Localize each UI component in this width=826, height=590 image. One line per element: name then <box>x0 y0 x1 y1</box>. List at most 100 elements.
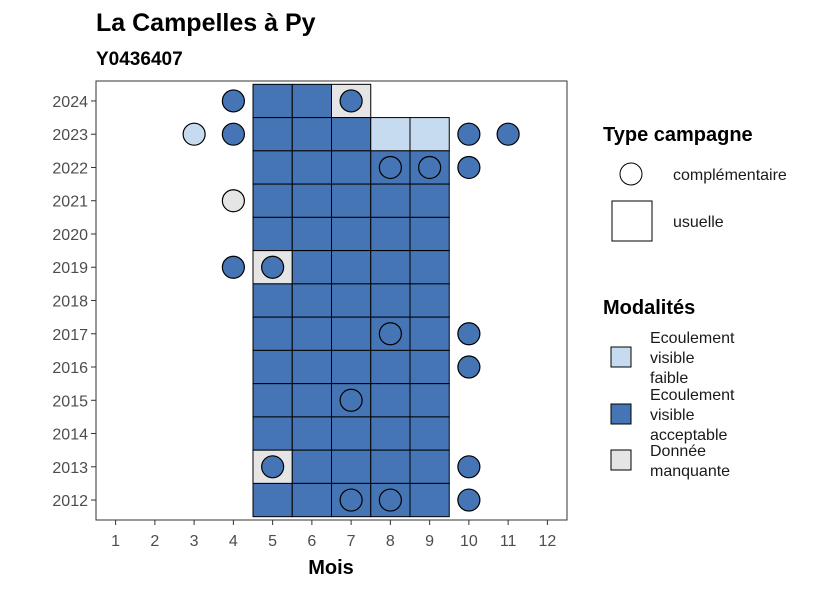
tile-2018-5 <box>252 283 293 318</box>
tile-2018-7 <box>331 283 372 318</box>
tile-2024-6 <box>291 83 332 119</box>
legend-modalite-label: Ecoulement <box>650 387 735 404</box>
tile-2018-9 <box>409 283 450 318</box>
x-tick-label: 11 <box>500 533 517 550</box>
tile-2020-6 <box>291 216 332 252</box>
y-tick-label: 2019 <box>52 260 88 277</box>
tile-2017-6 <box>291 316 332 351</box>
tile-2023-9 <box>409 117 450 152</box>
tile-2016-6 <box>291 349 332 385</box>
point-2013-10 <box>457 455 481 479</box>
tile-2019-8 <box>370 250 411 285</box>
tile-2018-8 <box>370 283 411 318</box>
chart-subtitle: Y0436407 <box>96 49 183 70</box>
point-2023-3 <box>182 122 206 146</box>
y-tick-label: 2014 <box>52 427 88 444</box>
tile-2016-7 <box>331 349 372 385</box>
tile-2024-5 <box>252 83 293 119</box>
chart-title: La Campelles à Py <box>96 9 316 37</box>
tile-2019-7 <box>331 250 372 285</box>
y-tick-label: 2023 <box>52 127 88 144</box>
x-tick-label: 8 <box>386 533 395 550</box>
point-2017-10 <box>457 322 481 346</box>
point-2015-7 <box>339 388 363 412</box>
point-2023-4 <box>221 122 245 146</box>
legend-modalites: Modalités EcoulementvisiblefaibleEcoulem… <box>603 297 735 480</box>
x-axis: 1 2 3 4 5 6 7 8 9 10 11 12 <box>111 520 556 550</box>
point-2022-10 <box>457 155 481 180</box>
point-2024-7 <box>339 89 363 113</box>
tile-2020-9 <box>409 216 450 252</box>
tile-2021-8 <box>370 183 411 218</box>
tile-2019-6 <box>291 250 332 285</box>
y-tick-label: 2018 <box>52 294 88 311</box>
legend-modalite-key <box>610 449 632 471</box>
tile-2013-7 <box>331 449 372 484</box>
tile-2015-8 <box>370 383 411 418</box>
tile-2012-5 <box>252 482 293 518</box>
legend-modalite-label: manquante <box>650 463 730 480</box>
x-tick-label: 10 <box>460 533 478 550</box>
x-tick-label: 6 <box>307 533 316 550</box>
x-axis-title: Mois <box>308 557 354 579</box>
legend-modalite-label: Ecoulement <box>650 330 735 347</box>
point-2012-8 <box>378 488 402 512</box>
point-2016-10 <box>457 355 481 379</box>
tile-2014-7 <box>331 416 372 451</box>
y-tick-label: 2024 <box>52 94 88 111</box>
y-tick-label: 2022 <box>52 160 88 177</box>
tile-2014-8 <box>370 416 411 451</box>
tile-2021-9 <box>409 183 450 218</box>
legend-usuelle-label: usuelle <box>673 214 724 231</box>
y-tick-label: 2016 <box>52 360 88 377</box>
tile-2013-9 <box>409 449 450 484</box>
point-2019-5 <box>261 255 285 279</box>
x-tick-label: 7 <box>347 533 356 550</box>
legend-modalite-key <box>610 403 632 425</box>
tile-2015-5 <box>252 383 293 418</box>
tile-2013-6 <box>291 449 332 484</box>
x-tick-label: 12 <box>538 533 556 550</box>
legend-type-title: Type campagne <box>603 124 753 146</box>
legend-modalite-label: visible <box>650 350 695 367</box>
point-2023-11 <box>496 122 520 146</box>
tile-2016-9 <box>409 349 450 385</box>
x-tick-label: 2 <box>150 533 159 550</box>
tile-2014-6 <box>291 416 332 451</box>
point-2012-7 <box>339 488 363 512</box>
tile-2020-8 <box>370 216 411 252</box>
legend-modalite-key <box>610 346 632 368</box>
y-tick-label: 2013 <box>52 460 88 477</box>
legend-modalite-label: Donnée <box>650 443 706 460</box>
tile-2013-8 <box>370 449 411 484</box>
tile-2021-5 <box>252 183 293 218</box>
tile-2023-6 <box>291 117 332 152</box>
tile-2022-5 <box>252 150 293 185</box>
tile-2022-7 <box>331 150 372 185</box>
tile-2015-9 <box>409 383 450 418</box>
tile-2022-6 <box>291 150 332 185</box>
legend-modalite-label: faible <box>650 370 688 387</box>
y-tick-label: 2020 <box>52 227 88 244</box>
point-2022-9 <box>418 155 442 180</box>
tile-2023-7 <box>331 117 372 152</box>
point-2013-5 <box>261 455 285 479</box>
tile-2017-7 <box>331 316 372 351</box>
y-tick-label: 2015 <box>52 393 88 410</box>
x-tick-label: 3 <box>190 533 199 550</box>
point-2012-10 <box>457 488 481 512</box>
tile-2017-9 <box>409 316 450 351</box>
legend-modalites-title: Modalités <box>603 297 695 319</box>
tile-2019-9 <box>409 250 450 285</box>
tile-2021-6 <box>291 183 332 218</box>
tile-2014-9 <box>409 416 450 451</box>
tile-2016-5 <box>252 349 293 385</box>
tile-2012-9 <box>409 482 450 518</box>
point-layer <box>182 89 520 512</box>
tile-2017-5 <box>252 316 293 351</box>
tile-2023-8 <box>370 117 411 152</box>
y-axis: 2012 2013 2014 2015 2016 2017 2018 2019 2020 2021… <box>52 94 96 510</box>
point-2022-8 <box>378 155 402 180</box>
tile-2014-5 <box>252 416 293 451</box>
